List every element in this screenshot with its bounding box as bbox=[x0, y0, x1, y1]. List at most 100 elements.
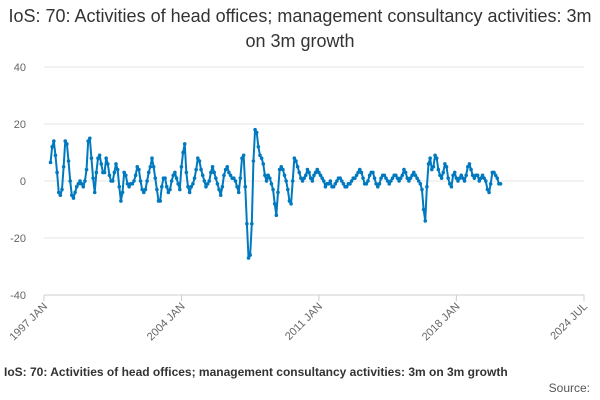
data-point bbox=[168, 187, 172, 192]
data-point bbox=[60, 187, 64, 192]
y-tick-label: 20 bbox=[14, 119, 26, 131]
data-point bbox=[65, 142, 69, 146]
data-point bbox=[58, 193, 63, 198]
data-point bbox=[364, 182, 369, 186]
data-point bbox=[163, 176, 167, 180]
data-point bbox=[145, 179, 149, 183]
data-point bbox=[104, 156, 108, 160]
data-point bbox=[114, 162, 118, 166]
data-point bbox=[454, 176, 459, 180]
data-point bbox=[263, 173, 267, 178]
data-point bbox=[178, 187, 182, 192]
data-point bbox=[344, 184, 349, 189]
data-point bbox=[281, 167, 285, 172]
x-tick-label: 1997 JAN bbox=[7, 301, 50, 344]
data-point bbox=[240, 156, 244, 160]
data-point bbox=[426, 162, 431, 166]
data-point bbox=[241, 153, 246, 158]
data-point bbox=[137, 167, 141, 172]
data-point bbox=[308, 176, 313, 180]
data-point bbox=[447, 182, 452, 186]
data-point bbox=[443, 162, 447, 166]
data-point bbox=[323, 184, 328, 189]
data-point bbox=[433, 153, 437, 158]
data-point bbox=[68, 179, 72, 183]
x-tick-label: 2004 JAN bbox=[145, 301, 188, 344]
data-point bbox=[184, 170, 189, 175]
data-point bbox=[250, 221, 254, 226]
x-tick-label: 2018 JAN bbox=[420, 301, 463, 344]
data-point bbox=[492, 170, 496, 175]
data-point bbox=[277, 167, 282, 172]
data-point bbox=[411, 170, 416, 175]
data-point bbox=[251, 159, 256, 163]
data-point bbox=[315, 167, 320, 172]
data-point bbox=[189, 184, 194, 189]
data-point bbox=[451, 173, 455, 178]
data-point bbox=[112, 170, 117, 175]
data-point bbox=[317, 170, 321, 175]
data-point bbox=[89, 156, 94, 160]
data-point bbox=[318, 173, 323, 178]
data-point bbox=[169, 179, 174, 183]
data-point bbox=[495, 176, 500, 180]
data-point bbox=[282, 173, 287, 178]
data-point bbox=[124, 173, 128, 178]
data-point bbox=[289, 202, 293, 206]
data-point bbox=[148, 164, 153, 169]
data-point bbox=[97, 153, 102, 158]
data-point bbox=[140, 187, 144, 192]
data-point bbox=[164, 184, 169, 189]
data-point bbox=[88, 136, 92, 141]
data-point bbox=[192, 176, 197, 180]
data-point bbox=[356, 170, 360, 175]
data-point bbox=[166, 190, 171, 195]
data-point bbox=[493, 173, 498, 178]
data-point bbox=[264, 179, 269, 183]
data-point bbox=[367, 173, 372, 178]
data-point bbox=[382, 173, 387, 178]
data-point bbox=[135, 164, 140, 169]
data-point bbox=[418, 182, 423, 186]
data-point bbox=[428, 156, 432, 160]
data-point bbox=[340, 179, 344, 183]
series-line bbox=[49, 128, 501, 259]
data-point bbox=[107, 173, 112, 178]
data-point bbox=[243, 184, 248, 189]
data-point bbox=[295, 164, 300, 169]
data-point bbox=[256, 145, 261, 149]
data-point bbox=[438, 173, 442, 178]
data-point bbox=[379, 176, 383, 180]
data-point bbox=[96, 156, 100, 160]
data-point bbox=[199, 167, 203, 172]
data-point bbox=[142, 190, 146, 195]
data-point bbox=[459, 173, 464, 178]
data-point bbox=[158, 199, 162, 203]
data-point bbox=[102, 170, 107, 175]
data-point bbox=[431, 164, 436, 169]
data-point bbox=[125, 182, 130, 186]
data-point bbox=[436, 167, 441, 172]
data-point bbox=[143, 187, 148, 192]
data-point bbox=[335, 179, 339, 183]
data-point bbox=[464, 173, 468, 178]
data-point bbox=[456, 179, 460, 183]
data-point bbox=[413, 173, 418, 178]
data-point bbox=[228, 173, 233, 178]
data-point bbox=[130, 182, 135, 186]
footer-title: IoS: 70: Activities of head offices; man… bbox=[4, 365, 508, 379]
data-point bbox=[86, 139, 90, 143]
data-point bbox=[462, 179, 467, 183]
data-point bbox=[313, 170, 318, 175]
data-point bbox=[61, 164, 66, 169]
data-point bbox=[434, 156, 439, 160]
data-point bbox=[76, 182, 81, 186]
data-point bbox=[290, 179, 295, 183]
data-point bbox=[393, 173, 398, 178]
data-point bbox=[302, 176, 306, 180]
data-point bbox=[423, 219, 428, 223]
data-point bbox=[261, 162, 266, 166]
data-point bbox=[173, 170, 177, 175]
data-point bbox=[429, 167, 434, 172]
data-point bbox=[300, 179, 305, 183]
